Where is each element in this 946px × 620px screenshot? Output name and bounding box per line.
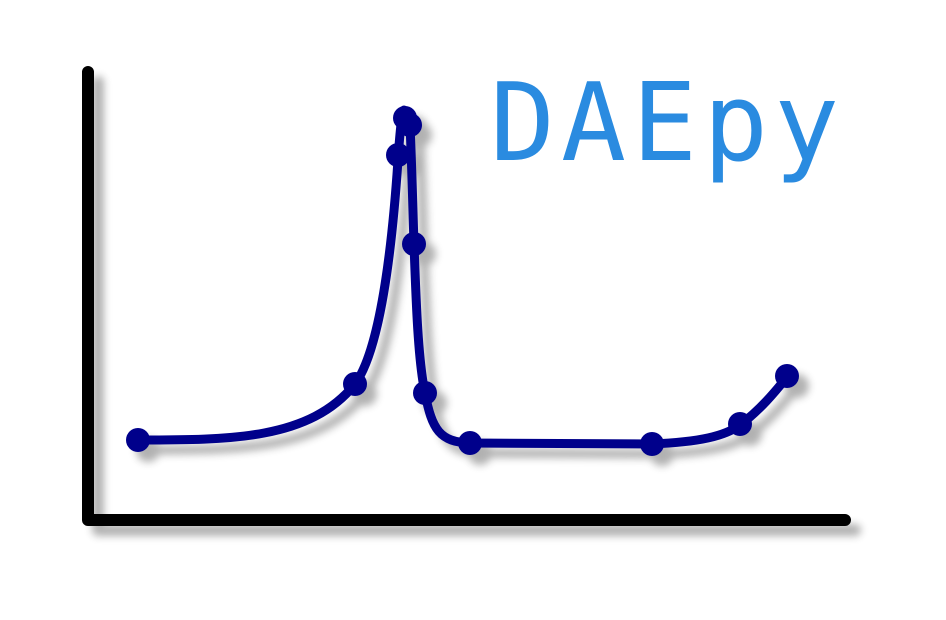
- data-points: [126, 106, 799, 456]
- data-point-icon: [413, 381, 437, 405]
- data-point-icon: [398, 113, 422, 137]
- data-point-icon: [126, 428, 150, 452]
- data-point-icon: [775, 364, 799, 388]
- data-point-icon: [728, 412, 752, 436]
- axes-icon: [82, 66, 851, 526]
- data-point-icon: [343, 372, 367, 396]
- data-point-icon: [458, 431, 482, 455]
- data-point-icon: [640, 432, 664, 456]
- data-point-icon: [386, 143, 410, 167]
- logo-text: DAEpy: [490, 61, 845, 186]
- data-point-icon: [402, 232, 426, 256]
